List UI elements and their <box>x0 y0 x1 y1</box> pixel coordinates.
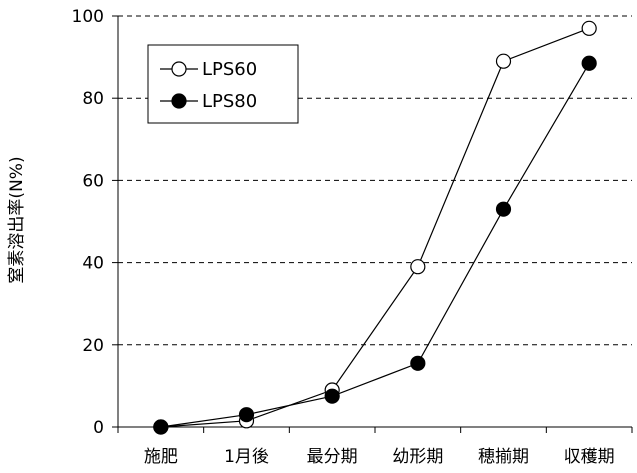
legend-box <box>147 44 299 124</box>
y-tick-label: 0 <box>93 418 104 438</box>
x-tick-label: 1月後 <box>224 447 269 467</box>
legend-label: LPS60 <box>202 59 257 80</box>
legend-label: LPS80 <box>202 91 257 112</box>
x-tick-label: 施肥 <box>144 447 178 467</box>
y-tick-label: 100 <box>72 7 104 27</box>
y-tick-label: 20 <box>82 336 104 356</box>
axes <box>112 15 633 433</box>
data-point-lps80 <box>495 201 512 217</box>
legend: LPS60 LPS80 <box>147 44 299 124</box>
x-tick-labels: 施肥 1月後 最分期 幼形期 穂揃期 収穫期 <box>144 447 615 467</box>
data-point-lps80 <box>410 355 426 371</box>
x-tick-label: 穂揃期 <box>478 447 529 467</box>
data-point-lps80 <box>324 388 340 404</box>
y-tick-label: 80 <box>82 89 104 109</box>
series-group <box>153 20 597 435</box>
y-tick-label: 40 <box>82 254 104 274</box>
x-tick-label: 収穫期 <box>564 447 615 467</box>
data-point-lps80 <box>581 55 597 71</box>
data-point-lps60 <box>495 53 512 69</box>
y-axis-title: 窒素溶出率(N%) <box>7 156 27 283</box>
data-point-lps60 <box>581 20 597 36</box>
data-point-lps80 <box>238 407 255 423</box>
x-tick-label: 幼形期 <box>392 447 443 467</box>
legend-marker <box>171 93 187 109</box>
legend-marker <box>171 61 187 77</box>
data-point-lps80 <box>153 419 169 435</box>
x-tick-label: 最分期 <box>307 447 358 467</box>
y-tick-labels: 0 20 40 60 80 100 <box>72 7 104 438</box>
data-point-lps60 <box>410 259 426 275</box>
series-line-lps80 <box>160 62 590 428</box>
y-tick-label: 60 <box>82 171 104 191</box>
series-line-lps60 <box>160 27 590 428</box>
